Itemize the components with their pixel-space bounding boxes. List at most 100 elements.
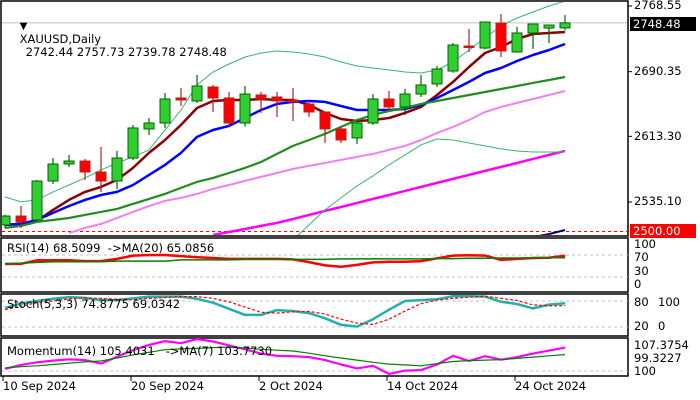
candle[interactable] (223, 92, 235, 127)
candle[interactable] (367, 94, 379, 125)
bearish-candle-body (223, 97, 235, 124)
bearish-candle-body (303, 103, 315, 113)
rsi-axis-label: 0 (634, 277, 642, 291)
date-axis-label: 2 Oct 2024 (259, 379, 323, 393)
candle[interactable] (159, 93, 171, 128)
candle[interactable] (271, 92, 283, 117)
bearish-candle-body (15, 215, 27, 223)
bullish-candle-body (127, 127, 139, 159)
candle[interactable] (447, 42, 459, 73)
candle[interactable] (479, 21, 491, 50)
bullish-candle-body (367, 98, 379, 124)
stoch-axis-label: 0 (658, 319, 666, 333)
bullish-candle-body (239, 93, 251, 124)
panel-frames (0, 0, 629, 377)
axis-ticks (2, 5, 632, 381)
bearish-candle-body (383, 98, 395, 108)
candle[interactable] (527, 23, 539, 50)
stoch-main-line (4, 294, 566, 328)
triangle-down-icon[interactable]: ▼ (19, 21, 28, 32)
rsi-axis-label: 70 (634, 250, 649, 264)
candle[interactable] (79, 159, 91, 181)
candle[interactable] (559, 15, 571, 31)
bullish-candle-body (399, 93, 411, 108)
candle[interactable] (191, 74, 203, 104)
candle[interactable] (239, 85, 251, 127)
symbol-timeframe: XAUUSD,Daily (19, 32, 102, 46)
candle[interactable] (351, 119, 363, 144)
bullish-candle-body (527, 23, 539, 34)
price-axis-label: 2613.30 (634, 129, 682, 143)
bearish-candle-body (287, 99, 299, 103)
bullish-candle-body (31, 180, 43, 221)
candle[interactable] (287, 87, 299, 121)
candle[interactable] (495, 14, 507, 58)
bullish-candle-body (159, 98, 171, 124)
candle[interactable] (63, 154, 75, 167)
rsi-axis-label: 100 (634, 237, 656, 251)
date-axis-label: 10 Sep 2024 (3, 379, 76, 393)
mom-panel-frame (0, 337, 629, 377)
ma-mid-line (4, 42, 566, 227)
bearish-candle-body (95, 171, 107, 182)
alert-level-label: 2500.00 (630, 224, 696, 238)
date-axis-label: 14 Oct 2024 (387, 379, 459, 393)
ma-slow-line (4, 75, 566, 229)
rsi-panel-frame (0, 237, 629, 293)
price-panel[interactable] (0, 1, 628, 240)
candle[interactable] (47, 158, 59, 185)
bullish-candle-body (543, 24, 555, 29)
date-axis-label: 20 Sep 2024 (131, 379, 204, 393)
bullish-candle-body (447, 44, 459, 72)
candle[interactable] (207, 84, 219, 112)
candle[interactable] (511, 26, 523, 53)
stoch-label: Stoch(5,3,3) 74.8775 69.0342 (7, 297, 181, 311)
stoch-axis-label: 80 (634, 295, 649, 309)
candle[interactable] (0, 214, 11, 229)
rsi-axis-label: 30 (634, 264, 649, 278)
bullish-candle-body (351, 122, 363, 139)
ohlc-values: 2742.44 2757.73 2739.78 2748.48 (25, 45, 227, 59)
bullish-candle-body (143, 122, 155, 130)
candle[interactable] (31, 180, 43, 222)
bearish-candle-body (495, 22, 507, 52)
momentum-panel[interactable] (2, 337, 628, 375)
chart-header: ▼ XAUUSD,Daily 2742.44 2757.73 2739.78 2… (5, 6, 227, 72)
ma-violet-line (68, 90, 566, 235)
stoch-axis-label: 20 (634, 319, 649, 333)
bullish-candle-body (479, 21, 491, 49)
candle[interactable] (415, 74, 427, 97)
bands-line (297, 138, 565, 235)
candle[interactable] (303, 101, 315, 117)
candle[interactable] (543, 24, 555, 43)
bullish-candle-body (415, 84, 427, 95)
candle[interactable] (143, 117, 155, 136)
stoch-panel[interactable] (2, 294, 628, 328)
rsi-panel[interactable] (2, 253, 628, 278)
bearish-candle-body (463, 45, 475, 49)
candle[interactable] (335, 127, 347, 143)
stoch-panel-frame (0, 293, 629, 337)
bullish-candle-body (511, 32, 523, 53)
candle[interactable] (319, 111, 331, 143)
candle[interactable] (431, 65, 443, 87)
candle[interactable] (95, 147, 107, 193)
candle[interactable] (255, 92, 267, 114)
rsi-ma-line (4, 256, 566, 265)
candle[interactable] (111, 150, 123, 189)
candle[interactable] (127, 125, 139, 161)
bearish-candle-body (335, 128, 347, 141)
rsi-line (4, 253, 566, 269)
candle[interactable] (175, 87, 187, 106)
candle[interactable] (383, 91, 395, 111)
candle[interactable] (15, 206, 27, 229)
stoch-axis-label: 100 (658, 295, 680, 309)
bullish-candle-body (431, 68, 443, 85)
bearish-candle-body (207, 86, 219, 99)
candle[interactable] (463, 28, 475, 52)
candle[interactable] (399, 88, 411, 115)
price-axis-label: 2535.10 (634, 194, 682, 208)
momentum-axis-label: 100 (634, 364, 656, 378)
